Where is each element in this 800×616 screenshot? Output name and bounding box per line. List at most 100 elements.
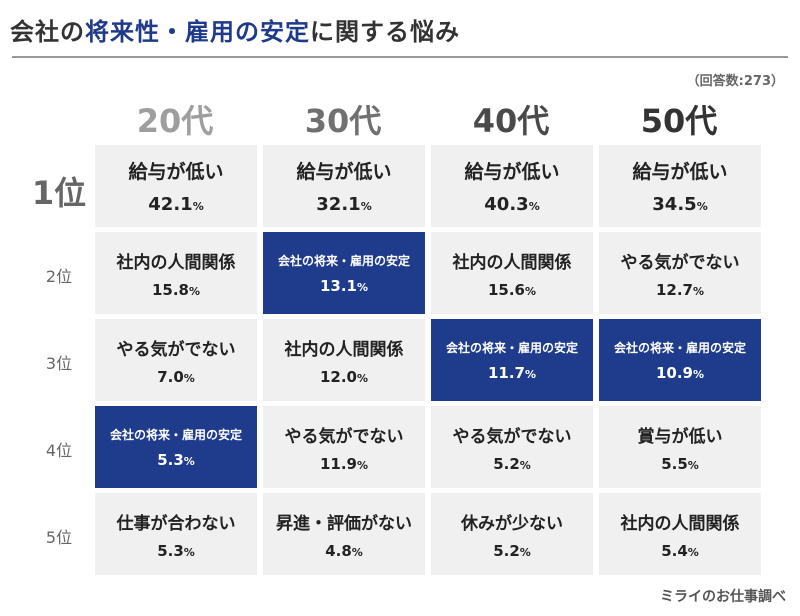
table-cell: やる気がでない 11.9%: [263, 406, 425, 488]
value-unit: %: [188, 284, 201, 298]
value-number: 13.1: [319, 276, 357, 295]
row-header: 5位: [45, 528, 73, 547]
value-number: 34.5: [652, 194, 697, 215]
cell-value: 15.8%: [152, 281, 200, 299]
table-cell: 休みが少ない 5.2%: [431, 493, 593, 575]
highlighted-cell: 会社の将来・雇用の安定 5.3%: [95, 406, 257, 488]
table-cell: 給与が低い 32.1%: [263, 145, 425, 227]
cell-label: 仕事が合わない: [116, 513, 236, 534]
cell-value: 5.4%: [661, 542, 699, 560]
value-number: 5.5: [661, 454, 688, 473]
cell-value: 32.1%: [316, 194, 371, 215]
column-header: 20代: [136, 102, 214, 140]
cell-value: 5.3%: [157, 542, 195, 560]
cell-label: 社内の人間関係: [116, 252, 236, 273]
cell-value: 11.7%: [488, 364, 536, 382]
cell-value: 40.3%: [484, 194, 539, 215]
table-cell: 仕事が合わない 5.3%: [95, 493, 257, 575]
column-header: 50代: [640, 102, 718, 140]
cell-value: 4.8%: [325, 542, 363, 560]
cell-value: 15.6%: [488, 281, 536, 299]
value-number: 5.3: [157, 450, 184, 469]
cell-value: 11.9%: [320, 455, 368, 473]
value-unit: %: [519, 458, 531, 472]
row-header: 3位: [45, 354, 73, 373]
value-unit: %: [519, 545, 531, 559]
column-header: 40代: [472, 102, 550, 140]
value-number: 4.8: [325, 541, 352, 560]
cell-label: やる気がでない: [116, 339, 236, 360]
cell-label: 会社の将来・雇用の安定: [445, 340, 578, 355]
cell-label: 給与が低い: [464, 161, 560, 183]
value-number: 12.0: [319, 367, 357, 386]
value-unit: %: [524, 367, 537, 381]
cell-label: 会社の将来・雇用の安定: [613, 340, 746, 355]
value-number: 10.9: [655, 363, 693, 382]
column-header: 30代: [304, 102, 382, 140]
value-unit: %: [692, 367, 705, 381]
cell-label: 給与が低い: [128, 161, 224, 183]
source-credit: ミライのお仕事調べ: [660, 589, 786, 605]
cell-value: 12.7%: [656, 281, 704, 299]
table-cell: やる気がでない 12.7%: [599, 232, 761, 314]
value-unit: %: [356, 458, 369, 472]
title-part-1: 会社の: [10, 18, 85, 46]
cell-value: 42.1%: [148, 194, 203, 215]
cell-label: 社内の人間関係: [284, 339, 404, 360]
cell-label: 会社の将来・雇用の安定: [277, 253, 410, 268]
cell-label: やる気がでない: [284, 426, 404, 447]
table-cell: やる気がでない 5.2%: [431, 406, 593, 488]
value-unit: %: [183, 454, 195, 468]
value-number: 40.3: [484, 194, 529, 215]
table-cell: 賞与が低い 5.5%: [599, 406, 761, 488]
table-cell: 給与が低い 42.1%: [95, 145, 257, 227]
table-cell: やる気がでない 7.0%: [95, 319, 257, 401]
value-unit: %: [687, 545, 699, 559]
value-unit: %: [528, 200, 540, 213]
cell-label: 会社の将来・雇用の安定: [109, 427, 242, 442]
value-unit: %: [183, 545, 195, 559]
title-highlight: 将来性・雇用の安定: [85, 18, 310, 46]
value-unit: %: [183, 371, 195, 385]
value-unit: %: [192, 200, 204, 213]
cell-value: 13.1%: [320, 277, 368, 295]
value-unit: %: [692, 284, 705, 298]
cell-value: 34.5%: [652, 194, 707, 215]
cell-label: やる気がでない: [620, 252, 740, 273]
title-part-2: に関する悩み: [310, 18, 460, 46]
value-number: 15.8: [151, 280, 189, 299]
value-unit: %: [356, 280, 369, 294]
row-header: 1位: [31, 174, 87, 212]
cell-label: やる気がでない: [452, 426, 572, 447]
cell-label: 社内の人間関係: [620, 513, 740, 534]
value-unit: %: [356, 371, 369, 385]
value-number: 7.0: [157, 367, 184, 386]
value-number: 5.4: [661, 541, 688, 560]
cell-label: 昇進・評価がない: [276, 513, 412, 534]
table-cell: 社内の人間関係 15.8%: [95, 232, 257, 314]
value-number: 12.7: [655, 280, 693, 299]
row-header: 2位: [45, 267, 73, 286]
value-number: 32.1: [316, 194, 361, 215]
chart-title: 会社の将来性・雇用の安定に関する悩み: [10, 12, 460, 47]
table-cell: 社内の人間関係 15.6%: [431, 232, 593, 314]
cell-value: 5.2%: [493, 455, 531, 473]
value-unit: %: [524, 284, 537, 298]
value-number: 5.3: [157, 541, 184, 560]
table-cell: 社内の人間関係 5.4%: [599, 493, 761, 575]
cell-value: 5.5%: [661, 455, 699, 473]
cell-label: 給与が低い: [296, 161, 392, 183]
cell-value: 12.0%: [320, 368, 368, 386]
value-number: 5.2: [493, 541, 520, 560]
table-cell: 昇進・評価がない 4.8%: [263, 493, 425, 575]
value-unit: %: [360, 200, 372, 213]
cell-value: 7.0%: [157, 368, 195, 386]
value-number: 42.1: [148, 194, 193, 215]
cell-value: 10.9%: [656, 364, 704, 382]
cell-value: 5.3%: [157, 451, 195, 469]
value-unit: %: [687, 458, 699, 472]
value-number: 11.9: [319, 454, 357, 473]
value-unit: %: [696, 200, 708, 213]
cell-label: 休みが少ない: [461, 513, 563, 534]
title-divider: [12, 56, 788, 58]
